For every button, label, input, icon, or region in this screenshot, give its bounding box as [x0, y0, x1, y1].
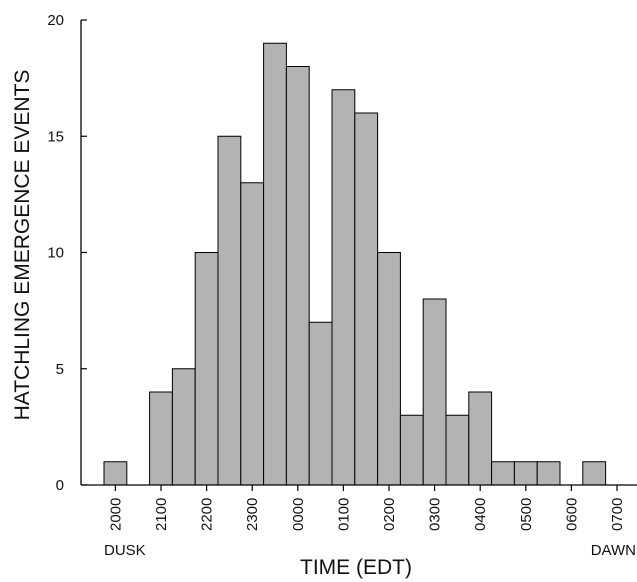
bar	[582, 461, 607, 486]
bar	[513, 461, 538, 486]
y-ticks: 0 5 10 15 20	[47, 12, 87, 494]
y-tick-label: 20	[47, 12, 64, 29]
x-tick-label: 2200	[199, 498, 216, 531]
bar	[263, 42, 287, 486]
x-tick-label: 2100	[153, 498, 170, 531]
bar	[194, 252, 219, 486]
dawn-annotation: DAWN	[591, 542, 636, 559]
y-tick-label: 5	[56, 361, 64, 378]
x-tick-label: 0700	[609, 498, 626, 531]
x-axis-title: TIME (EDT)	[300, 556, 412, 579]
bar	[171, 368, 196, 486]
bar	[285, 66, 310, 486]
y-tick-label: 15	[47, 128, 64, 145]
bar	[354, 112, 379, 486]
bar	[491, 461, 515, 486]
x-tick-label: 0200	[381, 498, 398, 531]
bar	[217, 135, 242, 486]
x-tick-label: 0500	[518, 498, 535, 531]
x-tick-label: 2300	[244, 498, 261, 531]
bar	[536, 461, 561, 486]
y-tick-label: 0	[56, 477, 64, 494]
x-tick-label: 0300	[427, 498, 444, 531]
bar	[240, 182, 265, 486]
x-tick-label: 0400	[472, 498, 489, 531]
bar	[149, 391, 173, 486]
dusk-annotation: DUSK	[104, 542, 146, 559]
bar	[399, 414, 424, 486]
bars-layer	[103, 42, 607, 486]
bar	[422, 298, 447, 486]
bar	[103, 461, 128, 486]
x-tick-label: 0600	[563, 498, 580, 531]
y-tick-label: 10	[47, 245, 64, 262]
x-tick-label: 2000	[107, 498, 124, 531]
bar	[377, 252, 401, 486]
x-tick-label: 0000	[290, 498, 307, 531]
bar	[445, 414, 470, 486]
x-tick-label: 0100	[335, 498, 352, 531]
bar	[331, 89, 356, 486]
y-axis-title: HATCHLING EMERGENCE EVENTS	[11, 70, 34, 421]
bar	[308, 321, 333, 486]
x-ticks: 2000 2100 2200 2300 0000 0100 0200 0300 0400 0500…	[107, 485, 626, 531]
bar	[468, 391, 493, 486]
